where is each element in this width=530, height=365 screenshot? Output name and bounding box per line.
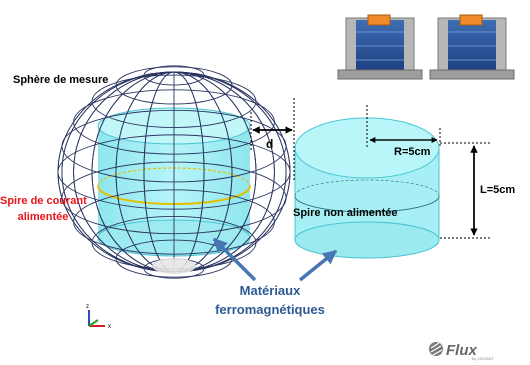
axis-z-label: z <box>86 304 89 310</box>
powered-coil-label-line2: alimentée <box>17 211 69 223</box>
transformer-image-right <box>429 14 515 80</box>
unpowered-coil-cylinder <box>294 117 440 259</box>
radius-label: R=5cm <box>394 146 431 158</box>
radius-dimension <box>366 105 441 148</box>
measurement-sphere <box>57 65 291 279</box>
sphere-label: Sphère de mesure <box>13 74 109 86</box>
powered-coil-label: Spire de courant alimentée <box>0 193 87 225</box>
distance-label: d <box>266 137 274 151</box>
sphere-bottom-cap <box>152 258 196 274</box>
length-label: L=5cm <box>480 184 516 196</box>
axis-triad: z x <box>86 304 111 330</box>
flux-logo-name: Flux <box>446 342 477 359</box>
axis-x-label: x <box>108 324 111 330</box>
flux-logo-byline: by CEDRAT <box>472 356 494 361</box>
length-dimension <box>440 142 490 239</box>
materials-label: Matériaux ferromagnétiques <box>195 281 345 319</box>
materials-label-line1: Matériaux <box>239 283 301 298</box>
unpowered-coil-label: Spire non alimentée <box>293 207 398 219</box>
materials-label-line2: ferromagnétiques <box>215 302 325 317</box>
distance-dimension <box>250 98 295 180</box>
flux-logo: Flux by CEDRAT <box>429 342 494 361</box>
transformer-image-left <box>337 14 423 80</box>
powered-coil-label-line1: Spire de courant <box>0 195 87 207</box>
materials-arrows <box>212 237 338 282</box>
